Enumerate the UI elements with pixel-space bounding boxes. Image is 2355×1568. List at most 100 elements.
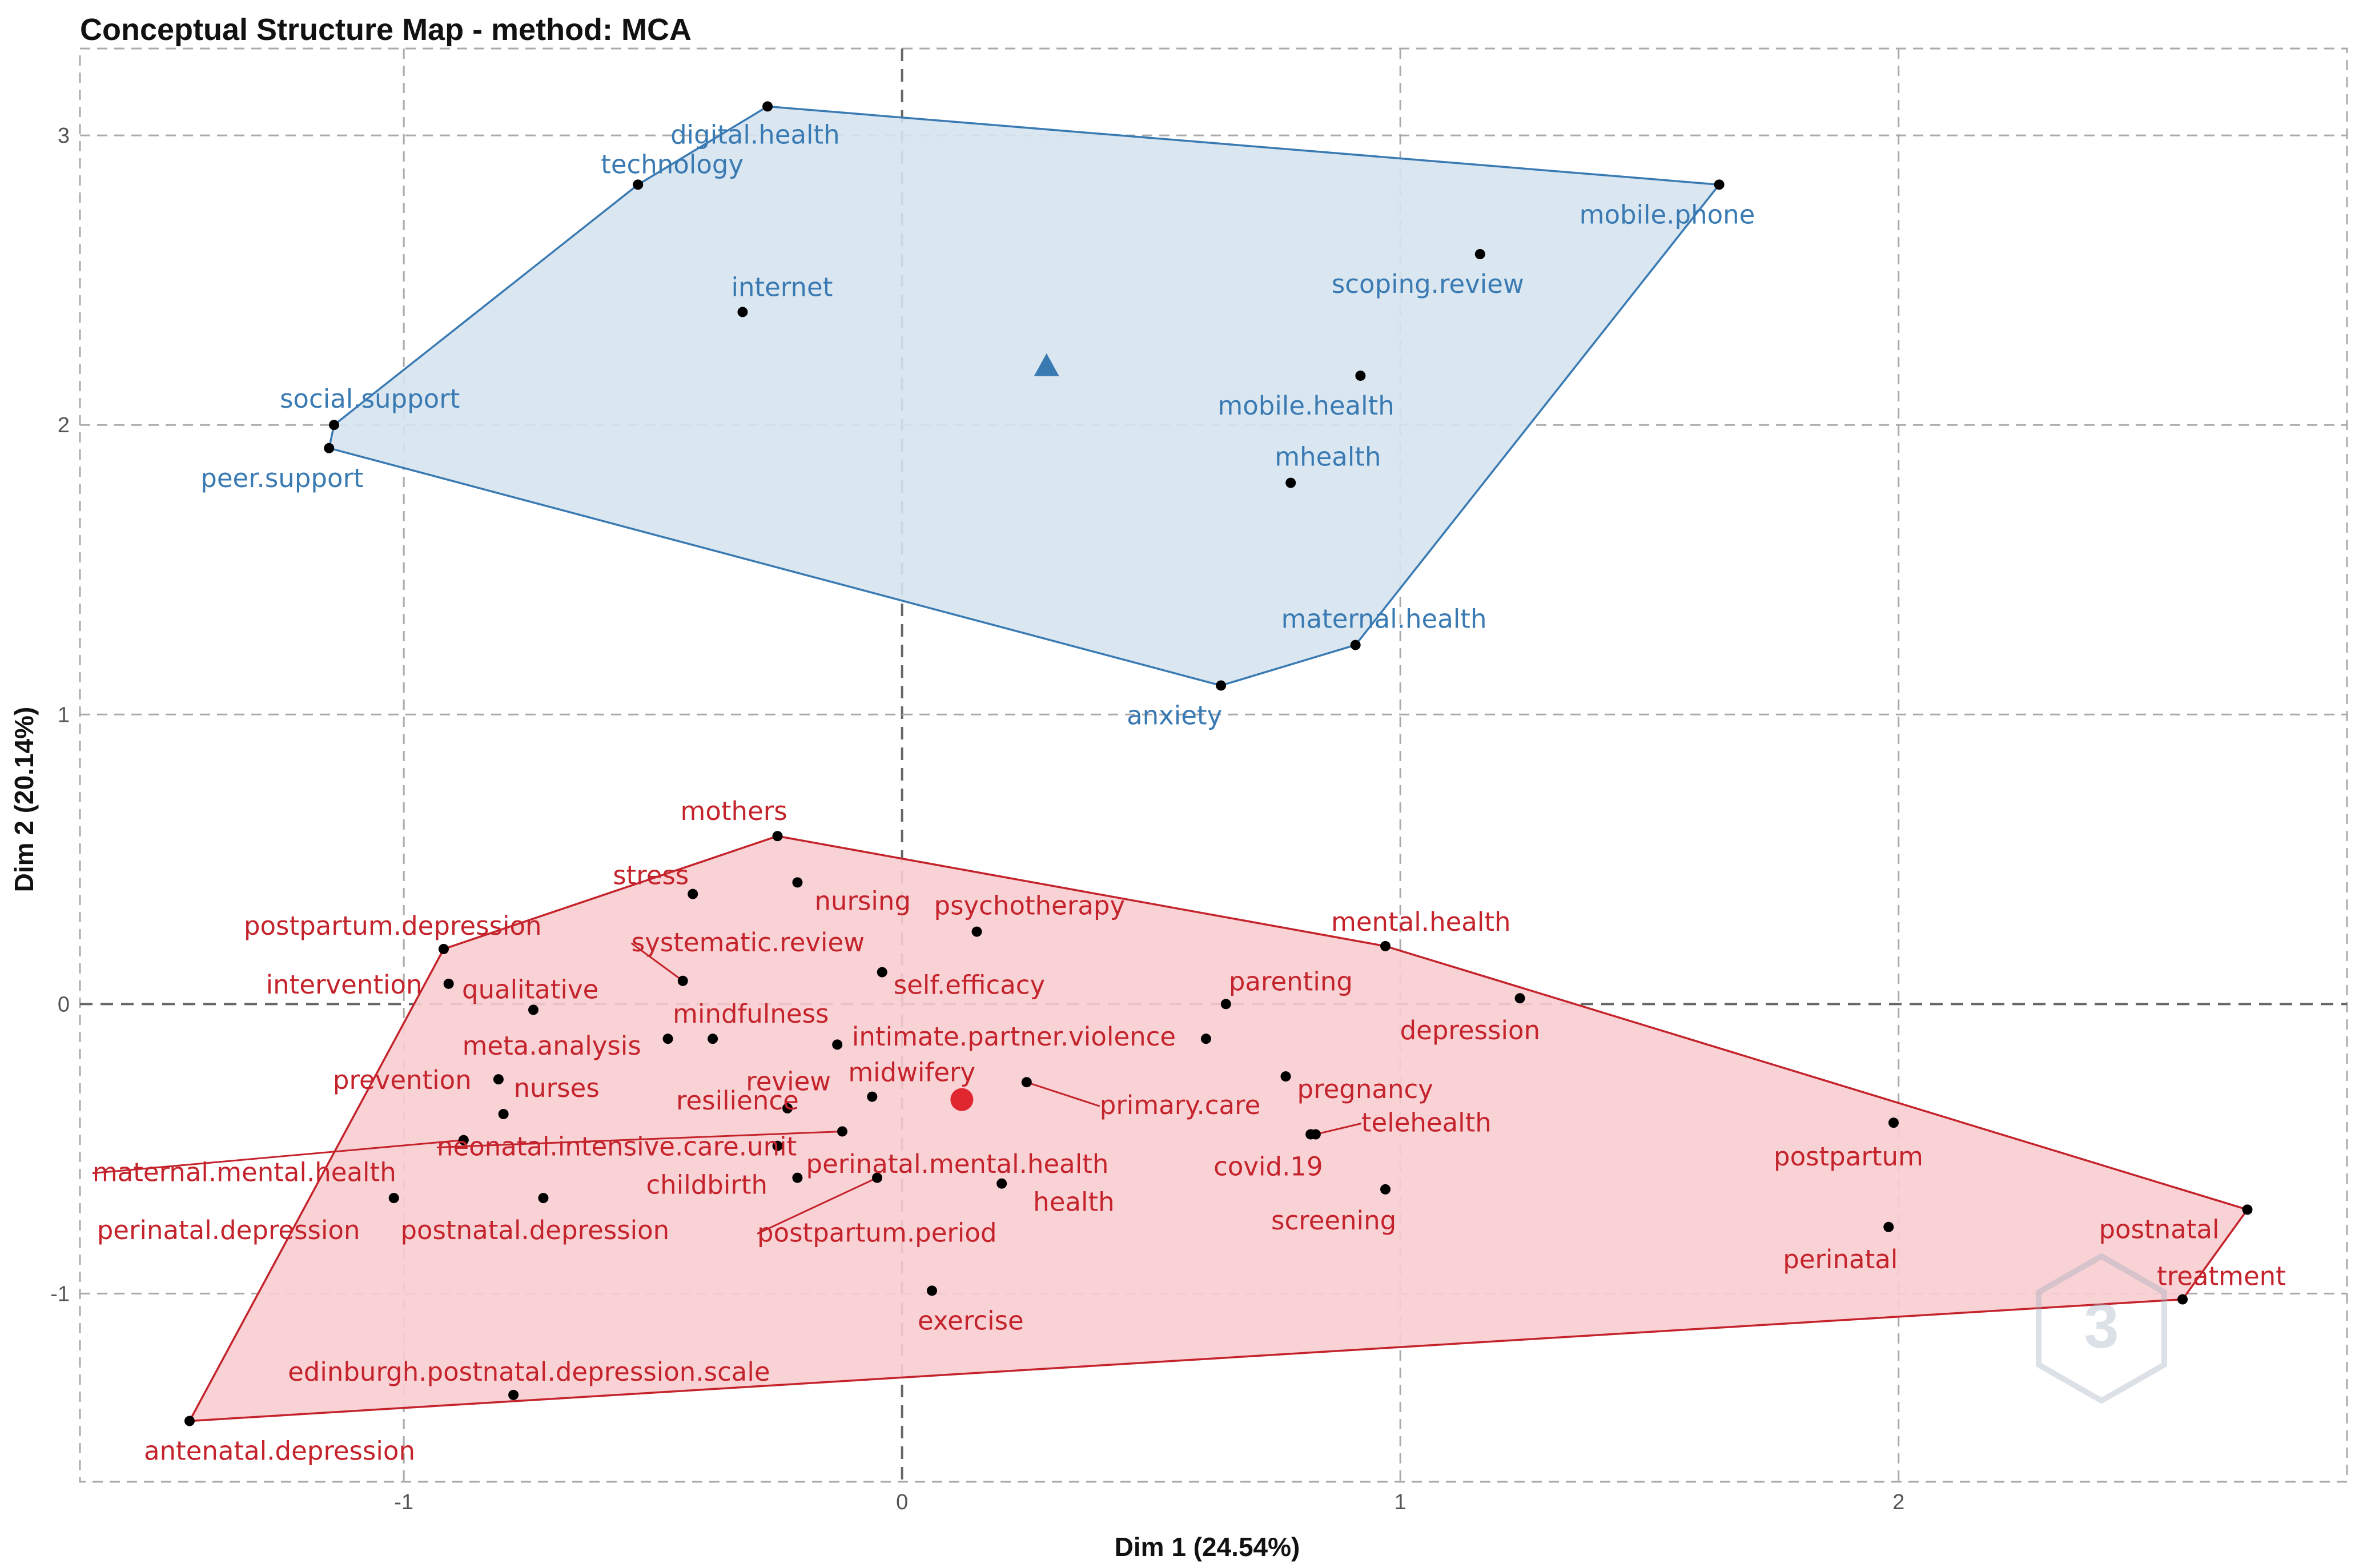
point-label: antenatal.depression [144,1436,415,1466]
data-point [772,831,783,842]
data-point [388,1193,399,1204]
data-point [538,1193,549,1204]
point-label: postpartum.period [757,1218,996,1248]
point-label: intervention [266,970,423,1000]
data-point [1355,370,1366,381]
leader-line [630,942,684,982]
data-point [1474,249,1485,260]
tick-labels: -1 0 1 2 -1 0 1 2 3 [50,124,1904,1514]
data-point [493,1074,504,1085]
x-tick-label: 1 [1394,1490,1406,1514]
leader-line [1026,1081,1100,1107]
point-label: systematic.review [632,927,865,958]
data-point [633,179,644,190]
point-label: maternal.health [1281,604,1487,634]
point-label: technology [601,149,744,179]
leader-line [92,1139,464,1175]
point-label: stress [613,861,689,891]
data-point [1280,1071,1291,1082]
point-label: perinatal.mental.health [806,1149,1109,1179]
point-label: intimate.partner.violence [852,1022,1176,1052]
data-point [1285,477,1296,488]
point-label: midwifery [848,1058,975,1088]
data-point [324,443,335,453]
svg-text:3: 3 [2084,1291,2119,1361]
data-point [792,877,803,888]
chart-title: Conceptual Structure Map - method: MCA [80,13,692,47]
point-label: digital.health [670,119,840,150]
point-label: mental.health [1331,907,1511,937]
point-label: exercise [918,1305,1024,1336]
data-point [508,1389,519,1400]
data-point [927,1285,938,1296]
data-point [737,307,748,317]
point-label: meta.analysis [463,1031,641,1061]
centroid-marker [1034,353,1059,376]
point-label: perinatal [1783,1244,1898,1274]
data-point [708,1034,718,1044]
point-label: covid.19 [1213,1152,1323,1182]
x-tick-label: 2 [1892,1490,1904,1514]
cluster1-hull [328,105,1722,687]
y-tick-label: 3 [58,124,70,148]
point-label: health [1033,1187,1114,1217]
data-point [458,1135,469,1145]
data-point [832,1039,843,1050]
point-label: screening [1271,1205,1396,1236]
point-label: primary.care [1100,1090,1261,1120]
point-label: postpartum.depression [244,911,542,941]
data-point [438,943,449,954]
data-point [867,1091,878,1102]
y-tick-label: 0 [58,992,70,1016]
data-point [877,967,887,978]
point-label: treatment [2157,1261,2286,1292]
watermark-logo: 3 [2036,1253,2167,1404]
data-point [2177,1294,2188,1305]
point-label: social.support [280,384,460,414]
data-point [1350,640,1361,650]
y-tick-label: 1 [58,703,70,727]
data-point [2242,1204,2253,1215]
data-point [528,1004,538,1015]
data-point [184,1416,195,1426]
point-label: prevention [333,1065,472,1095]
data-point [872,1172,883,1183]
data-point [782,1103,793,1113]
data-point [971,926,982,937]
data-point [328,420,339,431]
leader-line [757,1177,878,1235]
x-tick-label: -1 [394,1490,413,1514]
x-tick-label: 0 [896,1490,908,1514]
point-label: self.efficacy [894,970,1045,1000]
leader-line [1315,1123,1362,1135]
plot-border [79,47,2348,1483]
data-points [184,101,2253,1426]
point-label: mothers [681,796,787,826]
point-label: nursing [814,886,911,916]
point-label: postpartum [1774,1141,1923,1172]
point-label: edinburgh.postnatal.depression.scale [288,1357,770,1387]
point-label: postnatal.depression [400,1215,669,1245]
point-label: resilience [676,1085,799,1116]
point-label: postnatal [2099,1214,2219,1244]
data-point [443,978,454,989]
data-point [792,1172,803,1183]
point-label: mobile.health [1217,391,1394,421]
data-point [662,1034,673,1044]
data-point [1220,999,1231,1010]
data-point [1021,1077,1032,1088]
x-axis-title: Dim 1 (24.54%) [1115,1532,1300,1562]
point-label: perinatal.depression [97,1215,360,1245]
point-label: anxiety [1127,701,1222,731]
cluster-hulls [187,105,2249,1422]
point-label: pregnancy [1297,1074,1433,1104]
point-label: internet [731,272,833,302]
data-point [1714,179,1725,190]
point-label: mobile.phone [1580,199,1755,230]
data-point [1380,940,1391,951]
data-point [837,1126,847,1137]
point-label: parenting [1229,966,1353,996]
data-point [772,1140,783,1151]
data-point [677,975,688,986]
